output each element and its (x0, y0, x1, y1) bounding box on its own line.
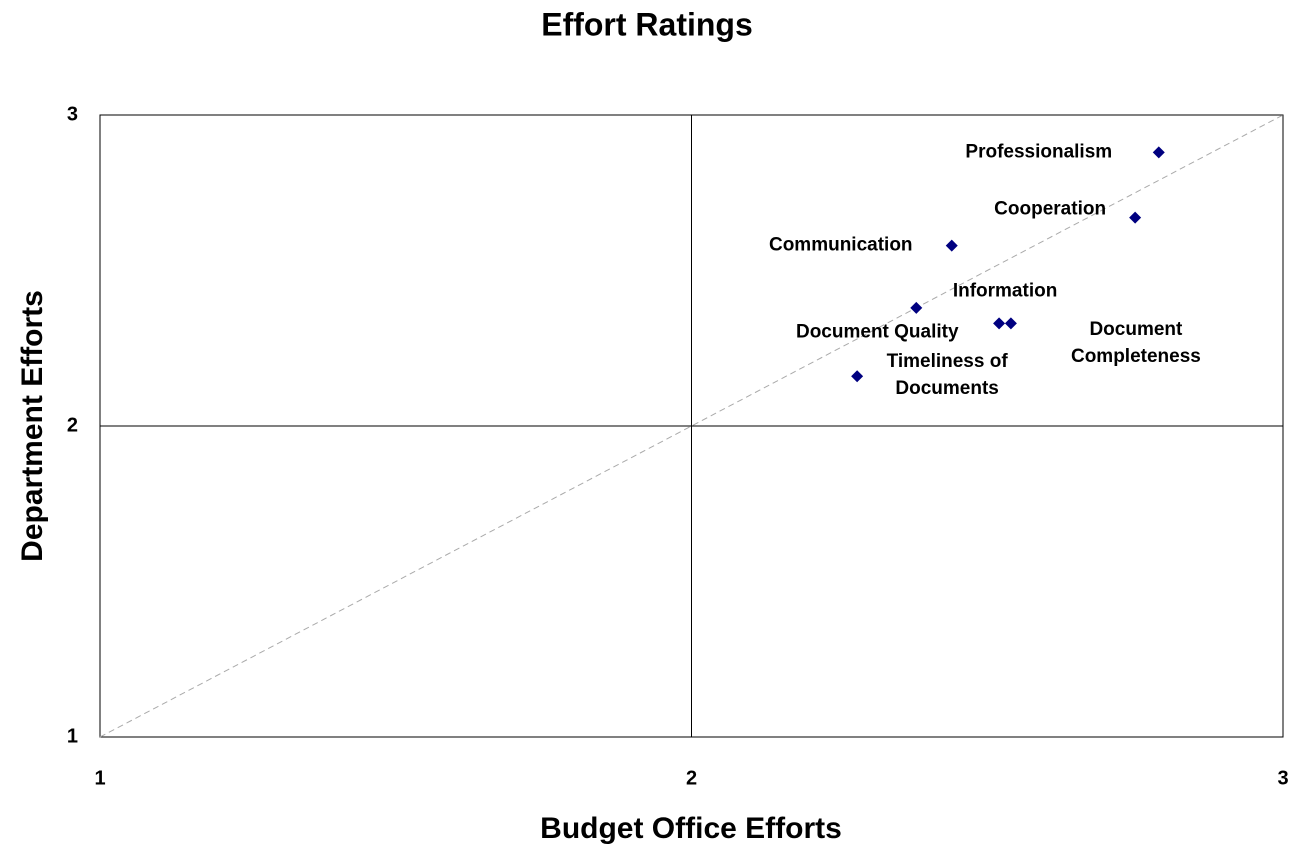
point-label: Information (952, 280, 1058, 302)
x-axis-title: Budget Office Efforts (540, 812, 842, 845)
diagonal-line (99, 114, 1284, 738)
point-label: Cooperation (994, 198, 1107, 220)
chart-title: Effort Ratings (541, 6, 753, 42)
point-label: Timeliness of Documents (886, 351, 1008, 400)
point (945, 239, 958, 252)
point (1152, 146, 1165, 159)
point-label: Document Completeness (1070, 319, 1201, 368)
point-label: Professionalism (965, 141, 1113, 163)
point (1129, 211, 1142, 224)
x-tick-label: 1 (94, 767, 105, 789)
y-tick-label: 3 (67, 103, 78, 125)
x-tick-label: 3 (1277, 767, 1288, 789)
point-label: Communication (768, 234, 913, 256)
y-tick-label: 2 (67, 414, 78, 436)
point-label: Document Quality (795, 321, 959, 343)
point (993, 317, 1006, 330)
point (910, 301, 923, 314)
point (1004, 317, 1017, 330)
y-axis-title: Department Efforts (16, 290, 49, 562)
y-tick-label: 1 (67, 725, 78, 747)
x-tick-label: 2 (686, 767, 697, 789)
point (851, 370, 864, 383)
